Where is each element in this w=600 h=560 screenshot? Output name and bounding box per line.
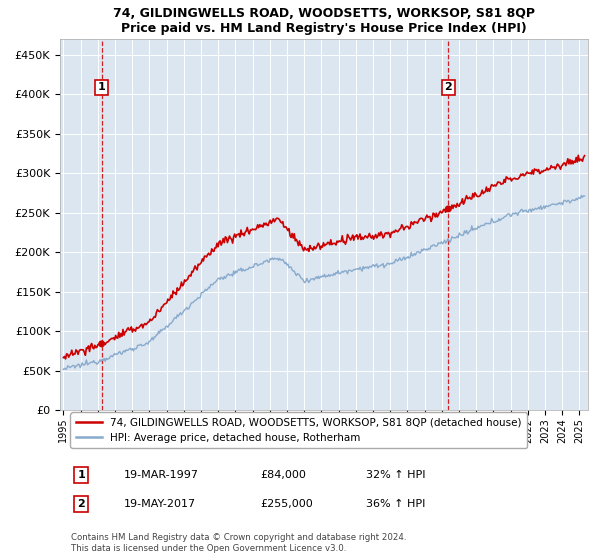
Text: £255,000: £255,000 xyxy=(260,499,313,509)
Point xyxy=(97,339,106,348)
Text: £84,000: £84,000 xyxy=(260,470,307,480)
Text: 2: 2 xyxy=(77,499,85,509)
Legend: 74, GILDINGWELLS ROAD, WOODSETTS, WORKSOP, S81 8QP (detached house), HPI: Averag: 74, GILDINGWELLS ROAD, WOODSETTS, WORKSO… xyxy=(70,413,527,448)
Text: 36% ↑ HPI: 36% ↑ HPI xyxy=(366,499,425,509)
Text: Contains HM Land Registry data © Crown copyright and database right 2024.
This d: Contains HM Land Registry data © Crown c… xyxy=(71,533,406,553)
Point xyxy=(443,204,453,213)
Title: 74, GILDINGWELLS ROAD, WOODSETTS, WORKSOP, S81 8QP
Price paid vs. HM Land Regist: 74, GILDINGWELLS ROAD, WOODSETTS, WORKSO… xyxy=(113,7,535,35)
Text: 2: 2 xyxy=(445,82,452,92)
Text: 32% ↑ HPI: 32% ↑ HPI xyxy=(366,470,426,480)
Text: 19-MAR-1997: 19-MAR-1997 xyxy=(124,470,199,480)
Text: 1: 1 xyxy=(98,82,106,92)
Text: 19-MAY-2017: 19-MAY-2017 xyxy=(124,499,196,509)
Text: 1: 1 xyxy=(77,470,85,480)
